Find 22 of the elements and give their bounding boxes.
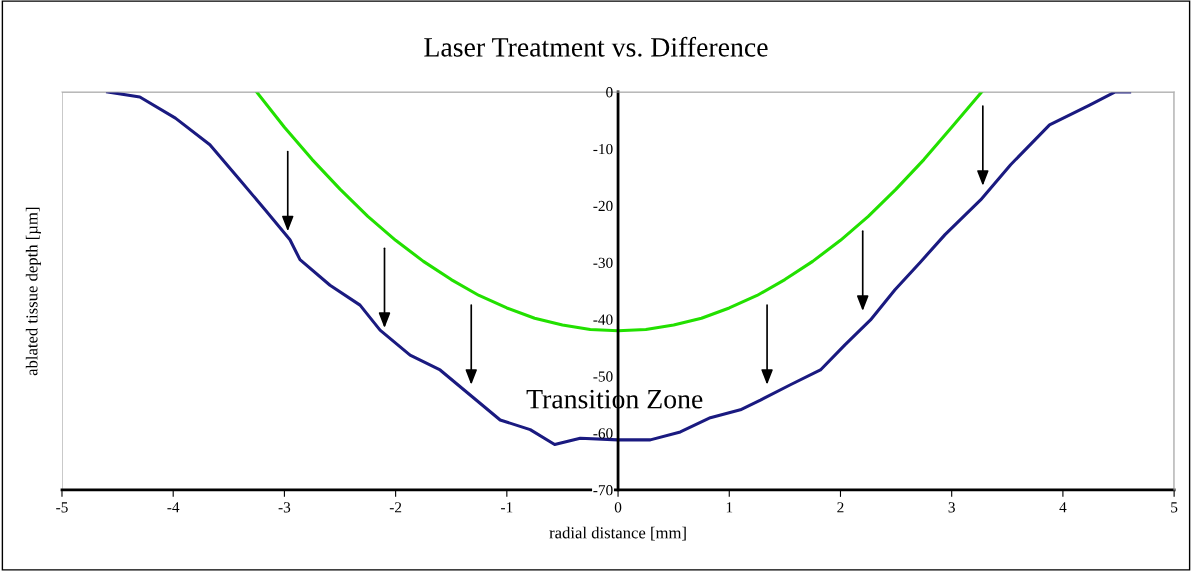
x-tick-label: -4	[167, 502, 180, 513]
x-tick-label: 4	[1059, 502, 1067, 513]
x-tick-label: -5	[56, 502, 68, 513]
y-axis-title: ablated tissue depth [µm]	[25, 207, 41, 376]
x-tick-label: 3	[948, 502, 955, 513]
x-tick-label: -3	[278, 502, 291, 513]
x-axis-title: radial distance [mm]	[549, 526, 686, 541]
x-tick-label: 5	[1171, 502, 1178, 513]
y-tick-label: -40	[593, 314, 613, 325]
y-tick-label: -20	[593, 200, 613, 212]
x-tick-label: 1	[726, 502, 733, 513]
x-tick-label: 0	[614, 502, 622, 513]
y-tick-label: -30	[593, 257, 613, 268]
y-tick-label: 0	[606, 87, 613, 98]
x-tick-label: -2	[389, 502, 402, 513]
chart-title: Laser Treatment vs. Difference	[424, 36, 768, 57]
y-tick-label: -10	[593, 143, 613, 155]
x-tick-label: -1	[501, 502, 513, 513]
y-tick-label: -70	[593, 485, 613, 496]
y-tick-label: -50	[593, 371, 613, 382]
y-tick-label: -60	[593, 428, 613, 439]
x-tick-label: 2	[837, 502, 844, 513]
